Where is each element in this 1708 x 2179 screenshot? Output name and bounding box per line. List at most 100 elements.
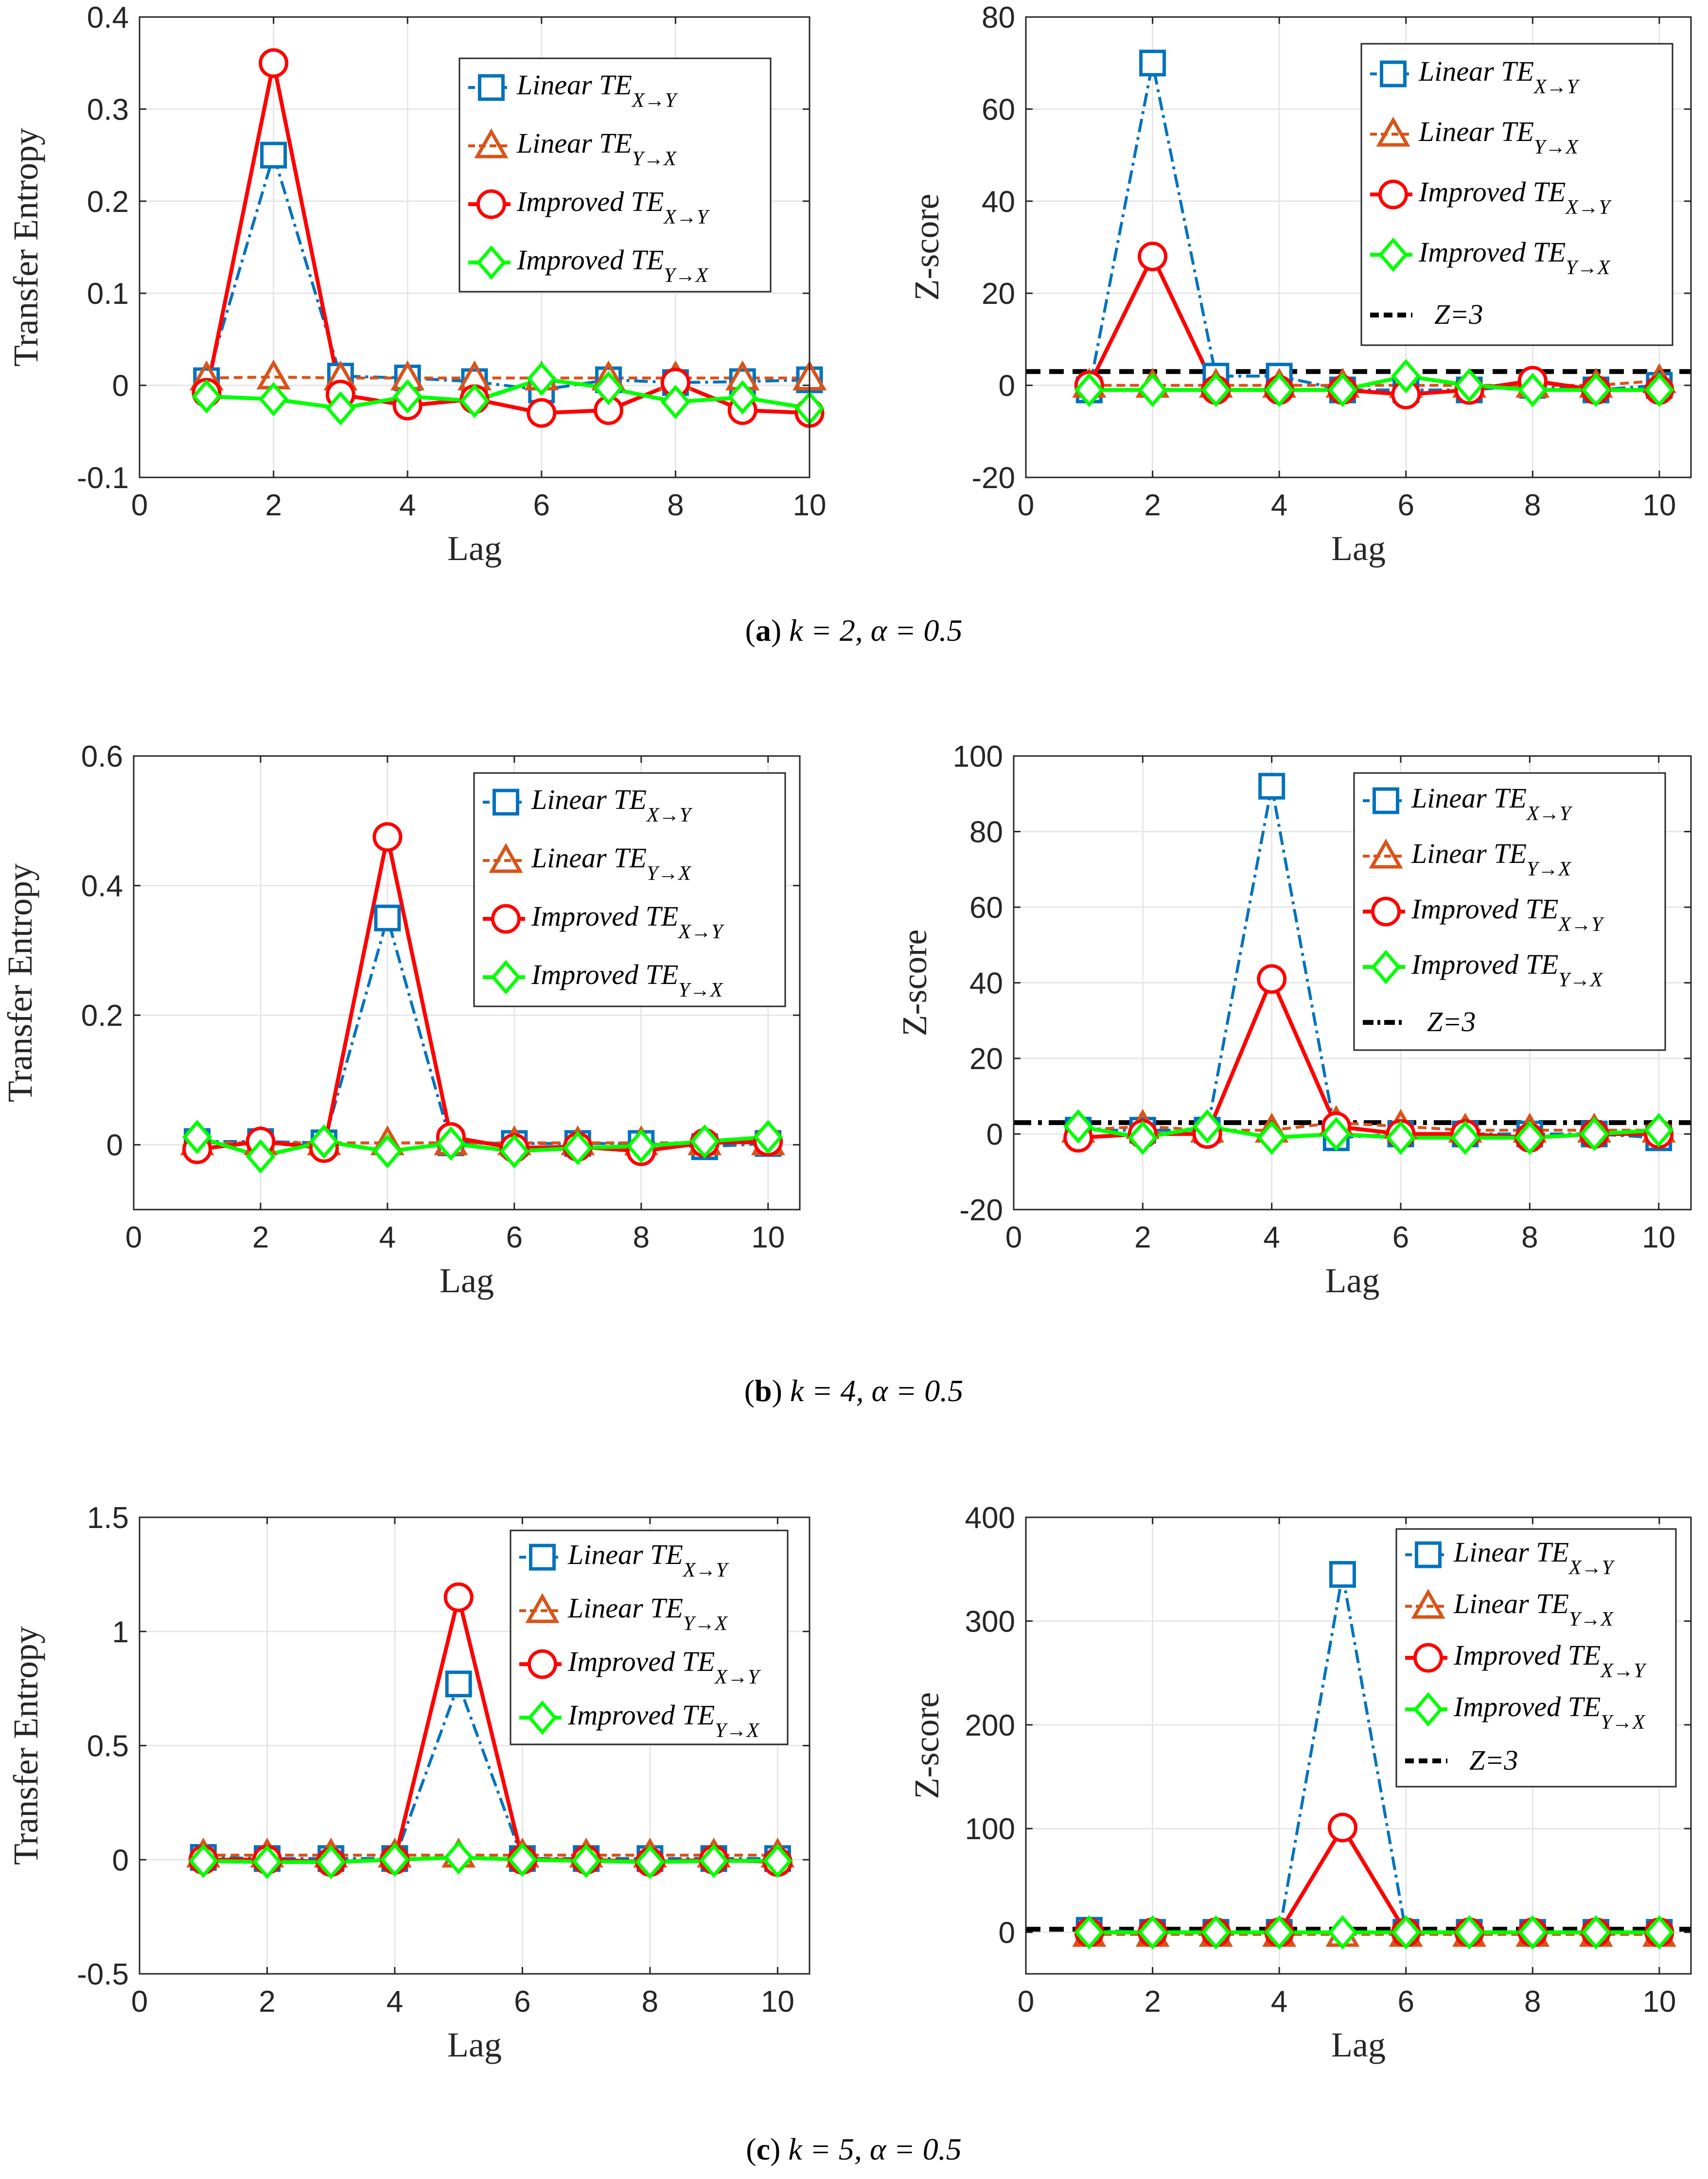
x-tick-label: 4 [379, 1221, 396, 1254]
data-point-improved_yx [1074, 372, 1104, 407]
legend-marker-improved_xy [1413, 1643, 1443, 1673]
data-point-improved_yx [1581, 1915, 1611, 1950]
series-line-improved_yx [196, 1135, 769, 1159]
legend-subscript: Y→X [683, 1613, 728, 1635]
data-point-improved_yx [459, 384, 490, 419]
legend-subscript: X→Y [1568, 1557, 1616, 1579]
y-tick-label: 40 [982, 185, 1015, 219]
legend-label-threshold: Z=3 [1469, 1744, 1518, 1776]
legend-subscript: X→Y [663, 206, 710, 228]
x-tick-label: 10 [1642, 489, 1676, 522]
legend-subscript: X→Y [1533, 76, 1581, 98]
figure-caption: (a) k = 2, α = 0.5 [745, 613, 963, 648]
y-tick-label: 1 [112, 1616, 129, 1649]
data-point-improved_yx [1386, 1120, 1416, 1155]
data-point-improved_yx [1579, 1117, 1609, 1151]
legend-marker-linear_xy [1380, 60, 1407, 88]
x-tick-label: 2 [265, 489, 282, 522]
y-tick-label: 0.4 [87, 1, 129, 35]
data-point-improved_yx [571, 1844, 601, 1878]
x-tick-label: 2 [1144, 489, 1161, 522]
legend-subscript: X→Y [646, 804, 693, 826]
data-point-improved_yx [1391, 359, 1421, 394]
y-tick-label: 20 [982, 277, 1015, 311]
data-point-improved_yx [593, 370, 624, 405]
legend-marker-improved_xy [476, 189, 506, 219]
x-tick-label: 6 [1397, 489, 1414, 522]
data-point-improved_yx [727, 380, 757, 415]
data-point-improved_yx [252, 1845, 282, 1880]
data-point-improved_yx [1137, 1915, 1168, 1950]
data-point-improved_yx [699, 1844, 729, 1878]
x-tick-label: 10 [751, 1221, 785, 1254]
x-tick-label: 4 [1271, 1985, 1287, 2019]
data-point-improved_yx [188, 1844, 218, 1878]
data-point-improved_yx [1137, 372, 1168, 407]
y-tick-label: 0.6 [81, 740, 123, 773]
y-tick-label: 0.4 [81, 870, 123, 903]
y-axis-label: Transfer Entropy [6, 128, 45, 367]
data-point-improved_yx [1454, 368, 1484, 403]
legend-marker-linear_xy [1415, 1541, 1442, 1568]
caption-text: k = 5, α = 0.5 [788, 2132, 961, 2166]
y-tick-label: 300 [965, 1605, 1015, 1638]
legend-subscript: Y→X [647, 862, 692, 885]
series-line-linear_yx [1078, 1121, 1659, 1132]
legend-subscript: Y→X [1534, 136, 1579, 158]
data-point-improved_yx [1127, 1120, 1158, 1155]
y-tick-label: 0.5 [87, 1730, 129, 1763]
data-point-improved_yx [182, 1120, 212, 1155]
data-point-improved_yx [1201, 1915, 1231, 1950]
data-point-improved_yx [192, 379, 222, 414]
series-line-linear_xy [205, 150, 810, 392]
data-point-improved_yx [1257, 1120, 1287, 1155]
x-tick-label: 8 [667, 489, 684, 522]
legend-subscript: Y→X [664, 264, 709, 287]
data-point-linear_xy [1329, 1561, 1356, 1588]
x-tick-label: 6 [533, 489, 550, 522]
x-tick-label: 6 [1392, 1221, 1409, 1254]
legend-label-threshold: Z=3 [1434, 299, 1483, 330]
x-tick-label: 0 [1018, 1985, 1034, 2019]
series-line-improved_xy [204, 62, 810, 415]
y-axis-label: Z-score [895, 930, 934, 1037]
data-point-improved_yx [1327, 1915, 1358, 1950]
x-axis-label: Lag [447, 529, 502, 568]
legend-marker-linear_xy [478, 74, 505, 101]
legend-subscript: X→Y [1526, 803, 1573, 825]
legend-marker-improved_yx [491, 960, 521, 995]
x-tick-label: 6 [1397, 1985, 1414, 2019]
legend-marker-linear_xy [1373, 787, 1399, 814]
y-tick-label: 0 [999, 1916, 1015, 1950]
x-tick-label: 4 [387, 1985, 403, 2019]
legend-marker-improved_yx [1371, 949, 1401, 984]
y-tick-label: 0 [986, 1118, 1003, 1152]
y-tick-label: 0.2 [87, 185, 129, 219]
data-point-improved_xy [259, 48, 289, 78]
x-tick-label: 0 [131, 1985, 148, 2019]
y-tick-label: -0.5 [77, 1958, 129, 1991]
legend-box [458, 57, 772, 293]
legend-marker-linear_yx [489, 843, 523, 873]
x-tick-label: 10 [1642, 1221, 1675, 1254]
data-point-improved_yx [660, 385, 691, 420]
data-point-improved_yx [258, 382, 289, 417]
legend-marker-improved_yx [1378, 237, 1409, 272]
y-tick-label: 100 [953, 740, 1003, 773]
data-point-improved_yx [563, 1131, 593, 1165]
legend-marker-linear_xy [529, 1544, 556, 1571]
x-tick-label: 2 [259, 1985, 275, 2019]
x-tick-label: 8 [1524, 489, 1541, 522]
legend-subscript: X→Y [1600, 1660, 1647, 1682]
data-point-improved_yx [325, 391, 356, 426]
data-point-improved_yx [507, 1842, 538, 1877]
data-point-improved_yx [1201, 372, 1231, 407]
data-point-improved_yx [635, 1845, 665, 1880]
x-tick-label: 2 [1144, 1985, 1161, 2019]
legend-subscript: Y→X [632, 148, 677, 170]
caption-label: c [757, 2132, 770, 2166]
